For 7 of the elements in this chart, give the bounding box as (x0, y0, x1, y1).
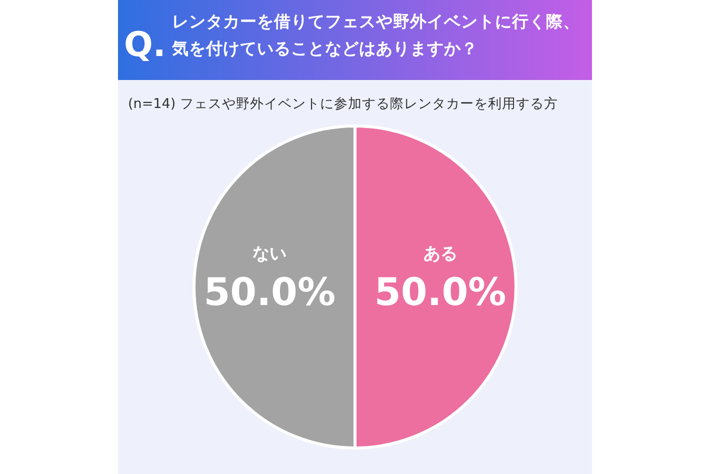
data-label: 50.0% (204, 270, 336, 314)
slice-label: ない (252, 244, 287, 264)
slice-label: ある (423, 244, 458, 264)
chart-title: レンタカーを借りてフェスや野外イベントに行く際、気を付けていることなどはありますか？ (172, 11, 581, 60)
chart-subtitle: (n=14) フェスや野外イベントに参加する際レンタカーを利用する方 (128, 96, 558, 112)
data-label: 50.0% (374, 270, 506, 314)
text: Q. (124, 25, 166, 65)
